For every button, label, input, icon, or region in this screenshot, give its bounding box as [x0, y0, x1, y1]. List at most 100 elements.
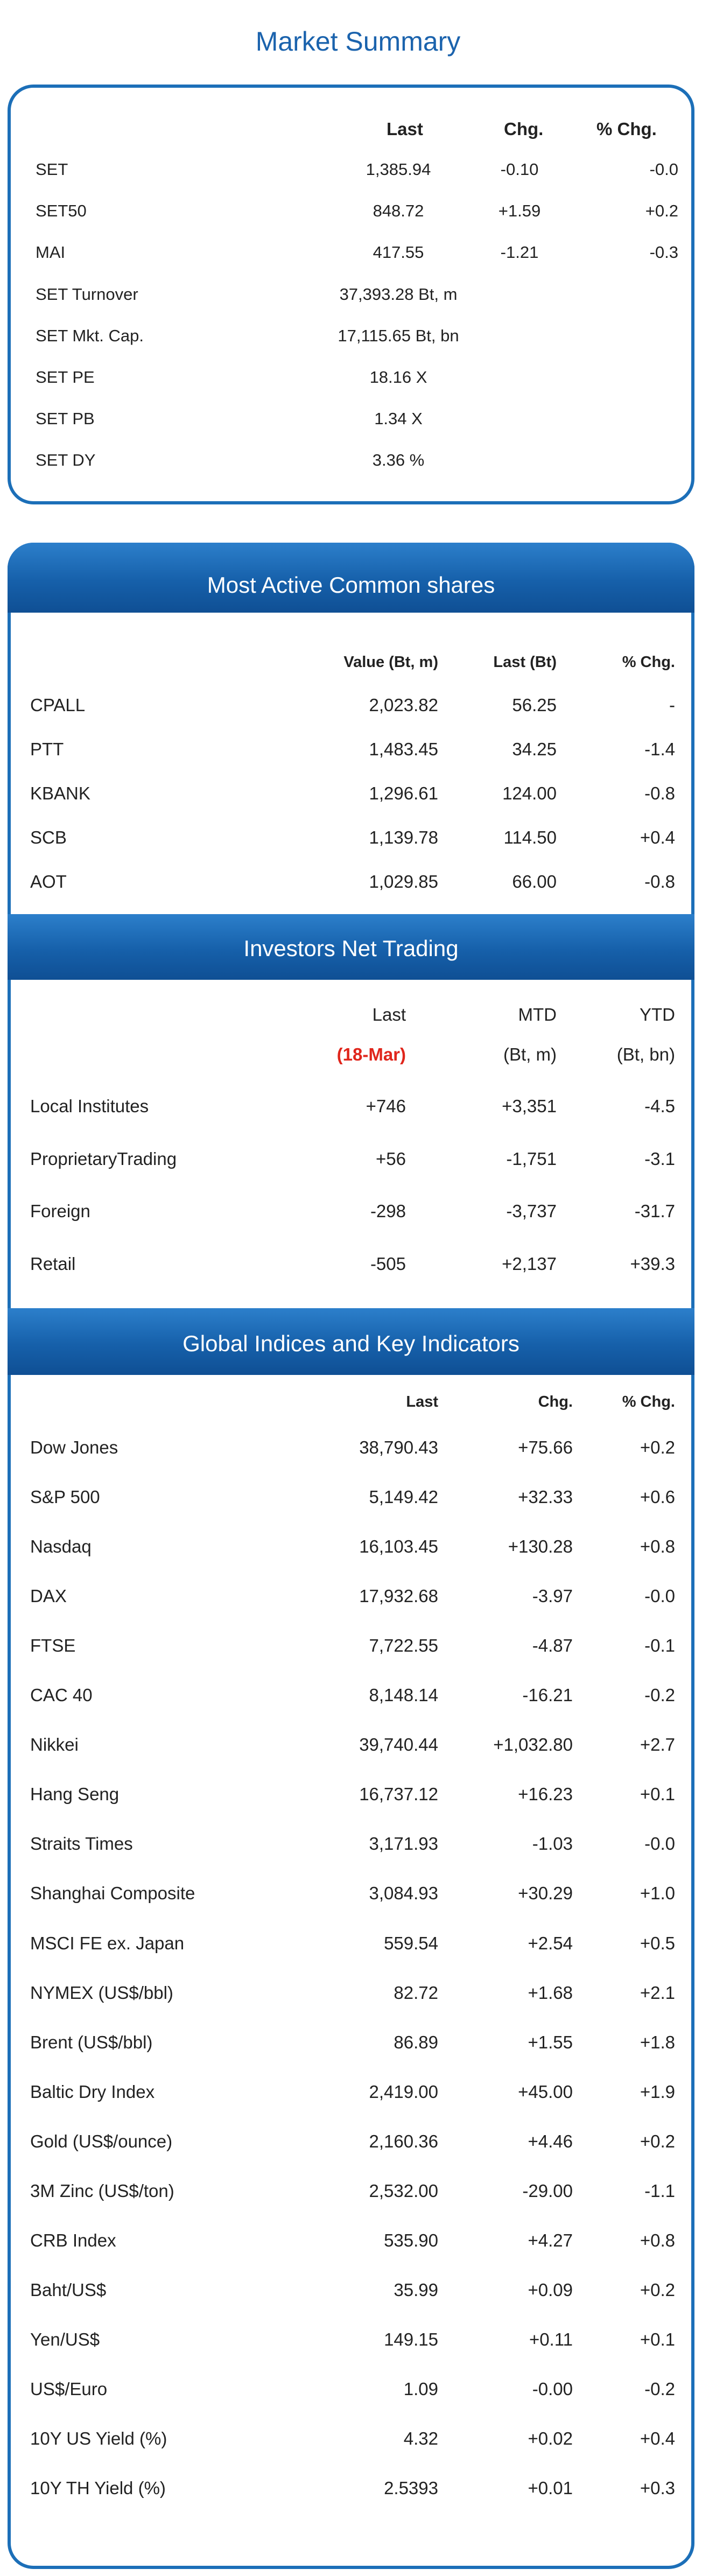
indicator-last: 3,084.93: [369, 1883, 438, 1904]
investor-last: +746: [366, 1096, 406, 1116]
indicator-name: 10Y TH Yield (%): [30, 2478, 166, 2498]
summary-row: MAI 417.55 -1.21 -0.3: [11, 243, 691, 264]
indicator-last: 3,171.93: [369, 1834, 438, 1854]
indicator-row: 10Y TH Yield (%) 2.5393 +0.01 +0.3: [8, 2478, 694, 2502]
header-chg: Chg.: [504, 119, 544, 139]
indicator-name: Gold (US$/ounce): [30, 2131, 173, 2151]
indicator-chg: -0.00: [532, 2378, 573, 2399]
stock-value: 2,023.82: [369, 695, 438, 715]
indicator-pct-chg: -1.1: [644, 2180, 675, 2201]
investor-ytd: -3.1: [644, 1148, 675, 1169]
indicator-row: Yen/US$ 149.15 +0.11 +0.1: [8, 2329, 694, 2353]
indicator-name: CRB Index: [30, 2230, 116, 2250]
row-last: 1,385.94: [366, 160, 431, 179]
indicator-chg: +0.11: [529, 2329, 573, 2349]
investor-mtd: -3,737: [506, 1201, 557, 1221]
indicator-chg: -3.97: [532, 1586, 573, 1606]
investor-last: -505: [370, 1253, 406, 1274]
indicator-last: 2.5393: [384, 2478, 438, 2498]
stock-pct-chg: -0.8: [644, 783, 675, 803]
indicator-name: DAX: [30, 1586, 67, 1606]
investor-ytd: +39.3: [630, 1253, 676, 1274]
subheader-mtd-unit: (Bt, m): [503, 1044, 557, 1064]
stock-value: 1,296.61: [369, 783, 438, 803]
indicator-name: Straits Times: [30, 1834, 133, 1854]
investor-type: ProprietaryTrading: [30, 1148, 177, 1169]
investor-ytd: -31.7: [634, 1201, 675, 1221]
investors-subheader-row: (18-Mar) (Bt, m) (Bt, bn): [8, 1044, 694, 1068]
indicator-row: S&P 500 5,149.42 +32.33 +0.6: [8, 1487, 694, 1511]
row-last: 17,115.65 Bt, bn: [338, 326, 459, 345]
indicator-name: US$/Euro: [30, 2378, 108, 2399]
indicator-chg: +75.66: [518, 1437, 573, 1457]
indicator-name: 3M Zinc (US$/ton): [30, 2180, 174, 2201]
row-pct-chg: +0.2: [645, 201, 678, 221]
indicator-pct-chg: +0.3: [640, 2478, 675, 2498]
stock-symbol: CPALL: [30, 695, 86, 715]
indicator-pct-chg: -0.1: [644, 1636, 675, 1656]
indicator-name: Hang Seng: [30, 1784, 120, 1805]
investors-title: Investors Net Trading: [243, 936, 459, 961]
indicator-last: 535.90: [384, 2230, 438, 2250]
summary-row: SET Turnover 37,393.28 Bt, m: [11, 285, 691, 306]
row-chg: +1.59: [498, 201, 541, 221]
investor-row: Retail -505 +2,137 +39.3: [8, 1254, 694, 1278]
indicator-chg: +45.00: [518, 2081, 573, 2102]
investor-last: +56: [376, 1148, 406, 1169]
indicator-name: S&P 500: [30, 1487, 100, 1507]
row-last: 3.36 %: [372, 451, 425, 470]
indicator-last: 39,740.44: [359, 1735, 438, 1755]
summary-row: SET 1,385.94 -0.10 -0.0: [11, 160, 691, 181]
most-active-row: CPALL 2,023.82 56.25 -: [8, 695, 694, 719]
indicator-row: 3M Zinc (US$/ton) 2,532.00 -29.00 -1.1: [8, 2181, 694, 2205]
indicator-last: 1.09: [403, 2378, 438, 2399]
indicator-row: NYMEX (US$/bbl) 82.72 +1.68 +2.1: [8, 1983, 694, 2006]
row-label: SET: [36, 160, 68, 179]
indicator-name: Dow Jones: [30, 1437, 118, 1457]
row-label: MAI: [36, 243, 66, 262]
row-label: SET Turnover: [36, 284, 138, 304]
stock-symbol: KBANK: [30, 783, 90, 803]
indicator-row: Brent (US$/bbl) 86.89 +1.55 +1.8: [8, 2032, 694, 2056]
indicator-name: Nikkei: [30, 1735, 79, 1755]
row-label: SET PB: [36, 409, 95, 429]
indicator-chg: +0.09: [528, 2279, 573, 2300]
indicator-last: 16,737.12: [359, 1784, 438, 1805]
stock-pct-chg: -1.4: [644, 739, 675, 759]
indicator-chg: +130.28: [508, 1536, 573, 1557]
header-pct-chg: % Chg.: [596, 119, 657, 139]
indicator-last: 7,722.55: [369, 1636, 438, 1656]
summary-row: SET Mkt. Cap. 17,115.65 Bt, bn: [11, 326, 691, 348]
row-pct-chg: -0.3: [649, 243, 678, 262]
indicator-last: 16,103.45: [359, 1536, 438, 1557]
indicator-row: Nikkei 39,740.44 +1,032.80 +2.7: [8, 1735, 694, 1758]
most-active-header-row: Value (Bt, m) Last (Bt) % Chg.: [8, 654, 694, 677]
stock-value: 1,029.85: [369, 872, 438, 892]
indicator-last: 86.89: [394, 2032, 438, 2052]
indicator-row: Straits Times 3,171.93 -1.03 -0.0: [8, 1834, 694, 1857]
summary-row: SET DY 3.36 %: [11, 451, 691, 472]
indicator-row: Dow Jones 38,790.43 +75.66 +0.2: [8, 1437, 694, 1461]
subheader-date: (18-Mar): [336, 1044, 406, 1064]
indicator-name: MSCI FE ex. Japan: [30, 1933, 185, 1953]
header-mtd: MTD: [518, 1005, 557, 1024]
global-title: Global Indices and Key Indicators: [182, 1331, 520, 1356]
header-pct-chg: % Chg.: [622, 1393, 675, 1410]
indicator-pct-chg: +0.4: [640, 2428, 675, 2448]
row-label: SET DY: [36, 451, 96, 470]
indicator-name: Baht/US$: [30, 2279, 107, 2300]
investor-type: Local Institutes: [30, 1096, 149, 1116]
subheader-ytd-unit: (Bt, bn): [616, 1044, 675, 1064]
indicator-chg: +1,032.80: [493, 1735, 573, 1755]
indicator-last: 17,932.68: [359, 1586, 438, 1606]
indicator-chg: -16.21: [522, 1685, 573, 1705]
indicator-chg: +30.29: [518, 1883, 573, 1904]
page-title: Market Summary: [255, 26, 461, 57]
indicator-row: 10Y US Yield (%) 4.32 +0.02 +0.4: [8, 2428, 694, 2452]
row-last: 848.72: [373, 201, 424, 221]
row-pct-chg: -0.0: [649, 160, 678, 179]
indicator-pct-chg: +0.5: [640, 1933, 675, 1953]
indicator-chg: +1.55: [528, 2032, 573, 2052]
indicator-chg: -1.03: [532, 1834, 573, 1854]
most-active-header: Most Active Common shares: [8, 543, 694, 613]
